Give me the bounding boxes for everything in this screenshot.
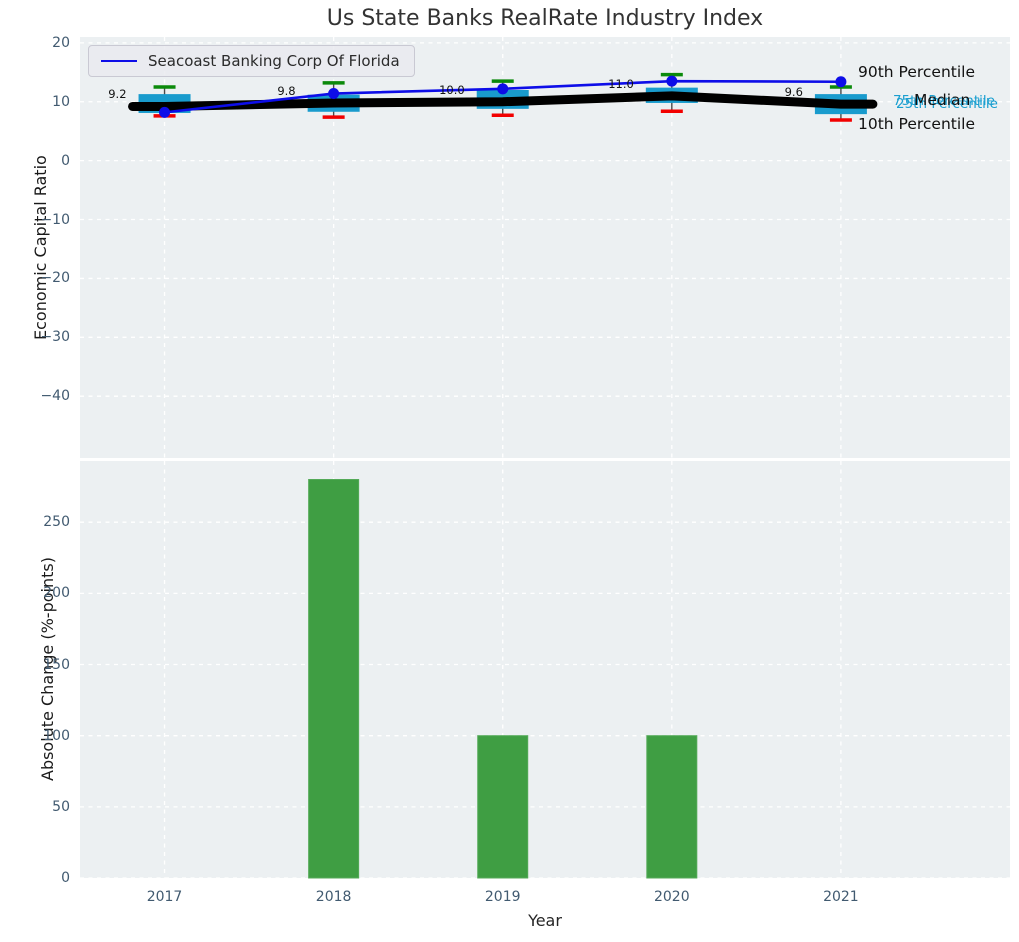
bottom-plot-background	[80, 461, 1010, 878]
xtick-2020: 2020	[653, 889, 690, 905]
company-marker-2020	[666, 75, 678, 87]
chart-title: Us State Banks RealRate Industry Index	[326, 6, 764, 31]
annotation-median: Median	[914, 91, 971, 109]
company-marker-2019	[497, 83, 509, 95]
ytick-bottom-150: 150	[43, 656, 70, 673]
median-value-label-2018: 9.8	[277, 83, 296, 98]
annotation-10th-percentile: 10th Percentile	[858, 115, 976, 133]
ytick-top--30: −30	[40, 329, 70, 346]
company-marker-2021	[835, 76, 847, 88]
ytick-bottom-250: 250	[43, 514, 70, 531]
ytick-top--20: −20	[40, 270, 70, 287]
ytick-bottom-200: 200	[43, 585, 70, 602]
annotation-90th-percentile: 90th Percentile	[858, 63, 976, 81]
xtick-2018: 2018	[315, 889, 352, 905]
x-axis-label: Year	[528, 911, 562, 930]
ytick-top-0: 0	[61, 152, 70, 169]
xtick-2017: 2017	[146, 889, 183, 905]
legend-label: Seacoast Banking Corp Of Florida	[148, 52, 400, 70]
company-marker-2018	[328, 88, 340, 100]
ytick-top-10: 10	[52, 93, 70, 110]
median-value-label-2017: 9.2	[108, 87, 127, 102]
ytick-top--10: −10	[40, 211, 70, 228]
ytick-top--40: −40	[40, 388, 70, 405]
company-marker-2017	[159, 106, 171, 118]
legend-line-swatch-icon	[101, 60, 137, 62]
legend: Seacoast Banking Corp Of Florida	[88, 45, 415, 77]
bar-2020	[646, 735, 698, 879]
xtick-2019: 2019	[484, 889, 521, 905]
median-line	[128, 91, 878, 111]
annotation-25th-percentile: 25th Percentile	[896, 96, 998, 112]
annotation-75th-percentile: 75th Percentile	[893, 93, 995, 109]
ytick-bottom-0: 0	[61, 870, 70, 886]
xtick-2021: 2021	[823, 889, 859, 905]
median-value-label-2021: 9.6	[784, 85, 803, 100]
median-value-label-2019: 10.0	[439, 82, 465, 97]
median-value-label-2020: 11.0	[608, 76, 634, 91]
ytick-top-20: 20	[52, 34, 70, 51]
ytick-bottom-100: 100	[43, 727, 70, 744]
bar-2019	[477, 735, 529, 879]
ytick-bottom-50: 50	[52, 798, 70, 815]
bar-2018	[308, 479, 360, 879]
